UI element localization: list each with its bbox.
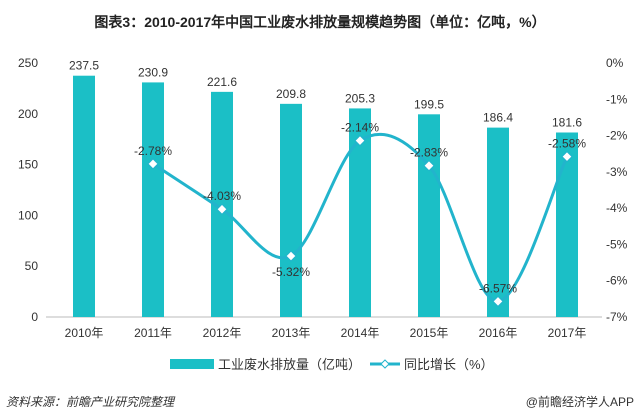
brand-credit: @前瞻经济学人APP bbox=[525, 395, 634, 409]
bar bbox=[556, 132, 578, 317]
growth-point bbox=[285, 250, 297, 262]
x-tick-label: 2016年 bbox=[479, 326, 518, 340]
right-tick-label: -4% bbox=[606, 201, 628, 215]
bar bbox=[280, 103, 302, 317]
left-tick-label: 100 bbox=[18, 208, 38, 222]
left-tick-label: 0 bbox=[31, 310, 38, 324]
bar-value-label: 209.8 bbox=[276, 87, 306, 101]
left-tick-label: 150 bbox=[18, 158, 38, 172]
growth-value-label: -4.03% bbox=[203, 189, 241, 203]
growth-line bbox=[152, 132, 569, 303]
right-tick-label: -1% bbox=[606, 92, 628, 106]
bar bbox=[73, 75, 95, 317]
right-tick-label: -7% bbox=[606, 310, 628, 324]
right-tick-label: -2% bbox=[606, 129, 628, 143]
bar bbox=[142, 82, 164, 317]
growth-point bbox=[423, 159, 435, 172]
bar-value-label: 237.5 bbox=[69, 59, 99, 73]
left-tick-label: 200 bbox=[18, 107, 38, 121]
x-tick-label: 2010年 bbox=[65, 326, 104, 340]
right-tick-label: 0% bbox=[606, 56, 624, 70]
source-note: 资料来源：前瞻产业研究院整理 bbox=[6, 395, 175, 409]
bar-value-label: 221.6 bbox=[207, 75, 237, 89]
x-tick-label: 2011年 bbox=[134, 326, 172, 340]
right-tick-label: -5% bbox=[606, 237, 628, 251]
x-tick-label: 2013年 bbox=[272, 326, 311, 340]
right-tick-label: -6% bbox=[606, 274, 628, 288]
bar bbox=[349, 108, 371, 318]
bar-value-label: 230.9 bbox=[138, 65, 168, 79]
left-tick-label: 50 bbox=[25, 259, 39, 273]
x-tick-label: 2014年 bbox=[341, 326, 380, 340]
x-tick-label: 2017年 bbox=[548, 326, 587, 340]
bar-value-label: 199.5 bbox=[414, 97, 444, 111]
legend-bar-swatch bbox=[170, 359, 214, 369]
growth-point bbox=[216, 203, 228, 215]
bar-value-label: 205.3 bbox=[345, 91, 375, 105]
bar-value-label: 181.6 bbox=[552, 115, 582, 129]
right-tick-label: -3% bbox=[606, 165, 628, 179]
x-tick-label: 2012年 bbox=[203, 326, 242, 340]
bar-value-label: 186.4 bbox=[483, 111, 513, 125]
growth-point bbox=[147, 158, 159, 170]
legend-line-label: 同比增长（%） bbox=[404, 357, 494, 372]
bar bbox=[487, 127, 509, 317]
growth-value-label: -2.78% bbox=[134, 144, 172, 158]
legend-line-marker bbox=[380, 359, 390, 369]
chart-title: 图表3：2010-2017年中国工业废水排放量规模趋势图（单位：亿吨，%） bbox=[94, 14, 546, 30]
bar bbox=[418, 114, 440, 317]
growth-value-label: -2.14% bbox=[341, 121, 379, 135]
growth-value-label: -5.32% bbox=[272, 265, 310, 279]
x-tick-label: 2015年 bbox=[410, 326, 449, 340]
legend-bar-label: 工业废水排放量（亿吨） bbox=[218, 357, 361, 372]
growth-value-label: -6.57% bbox=[479, 281, 517, 295]
left-tick-label: 250 bbox=[18, 56, 38, 70]
growth-value-label: -2.83% bbox=[410, 146, 448, 160]
growth-point bbox=[492, 295, 504, 308]
growth-point bbox=[561, 150, 573, 163]
growth-value-label: -2.58% bbox=[548, 137, 586, 151]
growth-point bbox=[354, 134, 366, 147]
